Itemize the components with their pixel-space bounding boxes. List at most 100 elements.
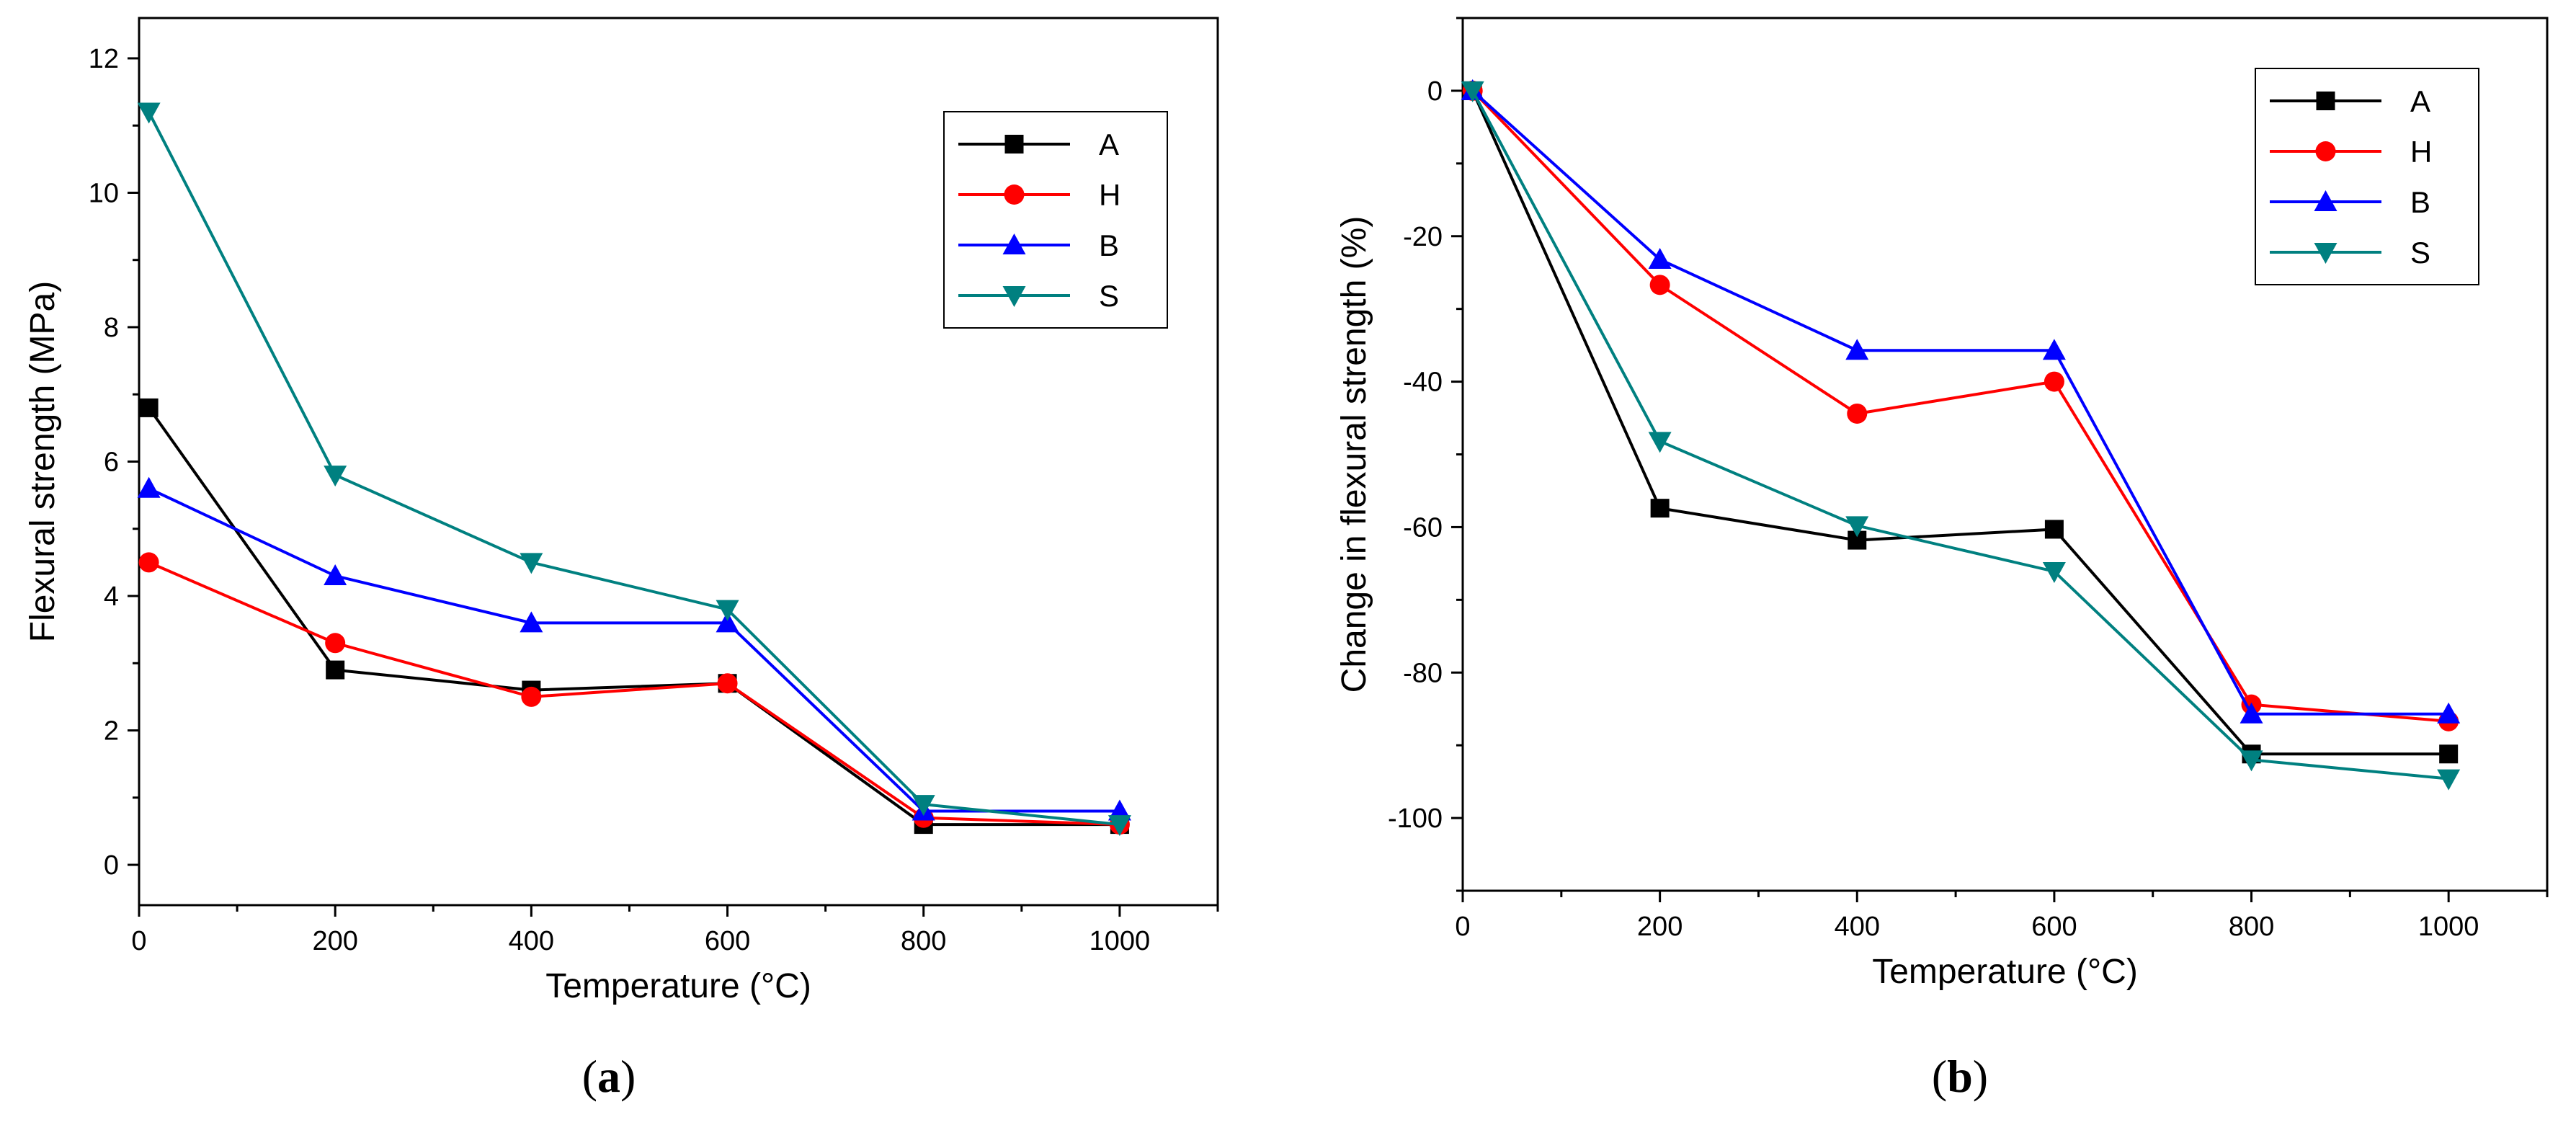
y-tick-label: -100 [1388, 804, 1443, 834]
y-axis-title: Flexural strength (MPa) [24, 281, 62, 643]
series-A [139, 398, 1129, 835]
x-tick-label: 1000 [2418, 912, 2479, 942]
series-H-point [1847, 403, 1868, 424]
panel-caption: (a) [582, 1051, 636, 1102]
x-tick-label: 600 [705, 926, 750, 956]
x-tick-label: 800 [2229, 912, 2274, 942]
x-tick-label: 200 [312, 926, 357, 956]
series-B [1461, 79, 2461, 724]
legend-label-H: H [2410, 135, 2432, 169]
series-H-point [2044, 371, 2064, 392]
x-tick-label: 400 [509, 926, 554, 956]
x-tick-label: 200 [1637, 912, 1683, 942]
series-A-line [1471, 90, 2449, 756]
series-B-point [1845, 339, 1869, 360]
x-tick-label: 400 [1835, 912, 1880, 942]
series-B-point [2437, 702, 2461, 724]
series-B-line [1471, 89, 2449, 716]
legend-box [2255, 68, 2479, 285]
x-tick-label: 1000 [1089, 926, 1151, 956]
series-S-point [912, 795, 935, 817]
y-axis: 0 -20 -40 -60 -80 -100 Change in flexural stre… [1335, 17, 1463, 892]
series-S-point [520, 553, 543, 574]
series-H-line [1471, 89, 2449, 723]
y-tick-label: -20 [1403, 222, 1443, 252]
caption-close-paren: ) [1973, 1051, 1988, 1102]
y-tick-label: -60 [1403, 512, 1443, 543]
caption-close-paren: ) [620, 1051, 636, 1102]
y-tick-label: 4 [104, 582, 119, 612]
legend-marker-A [2316, 92, 2335, 110]
y-axis: 0 2 4 6 8 10 12 Flexural strength (MPa) [24, 44, 139, 881]
series-B-line [148, 486, 1120, 813]
series-B-point [2239, 702, 2263, 724]
y-axis-title: Change in flexural strength (%) [1335, 216, 1373, 693]
caption-open-paren: ( [582, 1051, 597, 1102]
y-tick-label: 2 [104, 716, 119, 747]
series-A-point [139, 398, 159, 417]
y-tick-label: 0 [1427, 76, 1443, 107]
series-H-point [1649, 275, 1670, 295]
series-B-point [716, 611, 739, 633]
legend-marker-H [1004, 184, 1025, 205]
panel-caption: (b) [1932, 1051, 1988, 1102]
series-A-point [1650, 499, 1670, 518]
series-S-point [137, 102, 161, 124]
x-axis: 0 200 400 600 800 1000 Temperature (°C) [1455, 891, 2549, 991]
series-S-line [147, 111, 1120, 827]
series-A-point [2439, 744, 2459, 764]
series-S-point [1648, 432, 1672, 453]
series-S [1461, 81, 2461, 791]
series-H-line [148, 561, 1120, 827]
series-S-point [1461, 81, 1484, 102]
series-S-point [1845, 516, 1869, 538]
x-axis: 0 200 400 600 800 1000 Temperature (°C) [131, 905, 1219, 1005]
series-B-point [2042, 339, 2066, 360]
x-tick-label: 600 [2031, 912, 2077, 942]
legend-label-A: A [1099, 128, 1119, 161]
chart-a: 0 200 400 600 800 1000 Temperature (°C) 0 2 4 6 8 10… [24, 17, 1219, 1102]
x-tick-label: 0 [131, 926, 146, 956]
series-A-point [326, 660, 345, 680]
legend-label-B: B [1099, 228, 1119, 262]
series-B-point [137, 476, 161, 498]
series-H [138, 552, 1130, 835]
legend-label-S: S [1099, 279, 1119, 313]
series-H-point [325, 633, 346, 654]
y-tick-label: 6 [104, 448, 119, 478]
series-H-point [521, 686, 542, 707]
legend-marker-B [2314, 190, 2337, 211]
caption-open-paren: ( [1932, 1051, 1947, 1102]
series-B [137, 476, 1131, 821]
y-tick-label: -80 [1403, 658, 1443, 688]
y-tick-label: 12 [89, 44, 119, 74]
series-S-point [1107, 815, 1131, 837]
legend-marker-S [1002, 286, 1026, 307]
series-S-point [2437, 769, 2461, 791]
legend-label-B: B [2410, 185, 2430, 219]
legend-label-H: H [1099, 178, 1120, 212]
legend-marker-H [2315, 141, 2336, 161]
y-tick-label: 10 [89, 178, 119, 208]
series-B-point [324, 564, 347, 586]
x-axis-title: Temperature (°C) [545, 967, 811, 1005]
series-S-point [2042, 561, 2066, 583]
legend-label-A: A [2410, 84, 2430, 118]
caption-letter: a [597, 1051, 620, 1102]
y-tick-label: 0 [104, 850, 119, 881]
legend-label-S: S [2410, 236, 2430, 270]
series-H-point [717, 673, 738, 694]
series-A-point [2044, 520, 2064, 539]
y-tick-label: -40 [1403, 368, 1443, 398]
series-S-point [716, 600, 739, 621]
series-S [137, 102, 1131, 837]
chart-b: 0 200 400 600 800 1000 Temperature (°C) 0 -20 -40… [1335, 17, 2549, 1102]
legend-marker-A [1004, 135, 1024, 154]
series-S-point [324, 466, 347, 487]
x-tick-label: 800 [901, 926, 946, 956]
legend-marker-B [1002, 233, 1026, 254]
series-B-point [520, 611, 543, 633]
